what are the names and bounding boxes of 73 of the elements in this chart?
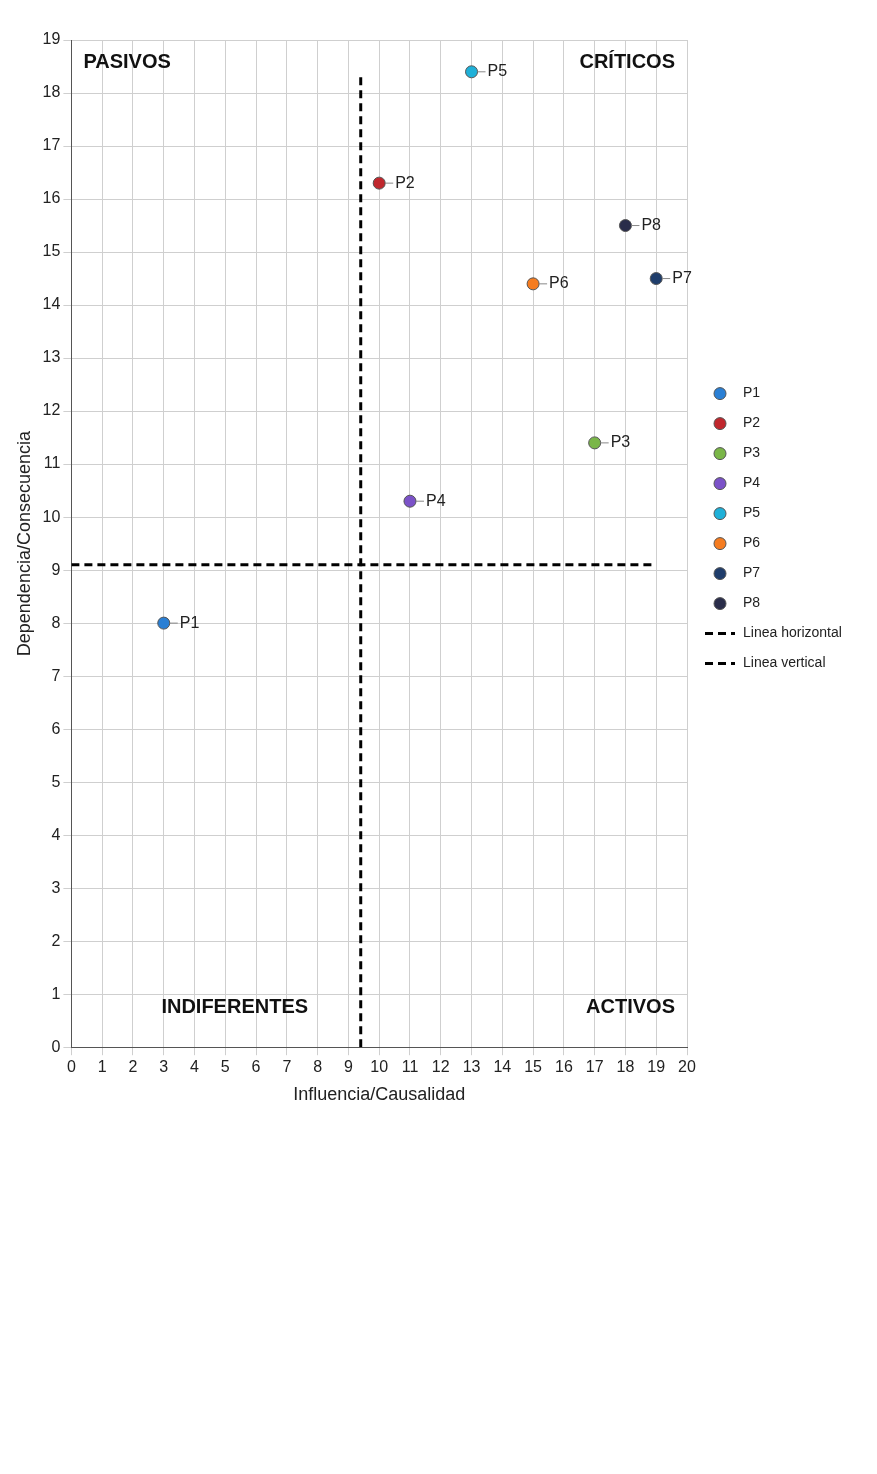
text: P6 — [549, 274, 569, 292]
x-tick-label: 7 — [282, 1058, 292, 1076]
x-tick-label: 15 — [524, 1058, 543, 1076]
y-tick-label: 2 — [51, 931, 61, 949]
x-tick-label: 19 — [647, 1058, 666, 1076]
x-tick-label: 1 — [97, 1058, 107, 1076]
y-tick-label: 17 — [42, 136, 61, 154]
annotation: PASIVOS — [83, 49, 171, 72]
y-tick-label: 0 — [51, 1037, 61, 1055]
x-tick-label: 12 — [431, 1058, 450, 1076]
point — [157, 616, 171, 630]
x-tick-label: 4 — [190, 1058, 200, 1076]
x-tick-label: 13 — [462, 1058, 481, 1076]
legend-label: Linea vertical — [743, 654, 826, 671]
y-tick-label: 9 — [51, 560, 61, 578]
x-tick-label: 2 — [128, 1058, 138, 1076]
y-axis-title: Dependencia/Consecuencia — [13, 430, 34, 657]
y-tick-label: 4 — [51, 825, 61, 843]
y-tick-label: 15 — [42, 242, 61, 260]
y-tick-label: 3 — [51, 878, 61, 896]
text: P3 — [610, 433, 631, 451]
y-tick-label: 8 — [51, 613, 61, 631]
legend-label: P4 — [743, 474, 761, 491]
y-tick-label: 1 — [51, 984, 61, 1002]
text: P1 — [179, 613, 200, 631]
legend-label: P5 — [743, 504, 761, 521]
point — [618, 219, 632, 233]
y-tick-label: 5 — [51, 772, 61, 790]
y-tick-label: 11 — [43, 454, 61, 472]
point — [649, 272, 663, 286]
y-tick-label: 16 — [42, 189, 61, 207]
text: P4 — [425, 491, 446, 509]
point — [372, 176, 386, 190]
x-tick-label: 16 — [554, 1058, 573, 1076]
y-tick-label: 10 — [42, 507, 61, 525]
annotation: INDIFERENTES — [161, 994, 309, 1017]
x-tick-label: 17 — [585, 1058, 604, 1076]
point — [403, 494, 417, 508]
legend-label: P7 — [743, 564, 761, 581]
x-tick-label: 11 — [401, 1058, 419, 1076]
text: P8 — [641, 215, 662, 233]
y-tick-label: 12 — [42, 401, 61, 419]
x-tick-label: 6 — [251, 1058, 261, 1076]
x-tick-label: 3 — [159, 1058, 169, 1076]
text: P2 — [395, 173, 415, 191]
y-tick-label: 6 — [51, 719, 61, 737]
x-tick-label: 0 — [66, 1058, 76, 1076]
text: P7 — [672, 268, 692, 286]
x-tick-label: 8 — [313, 1058, 323, 1076]
legend-label: P1 — [743, 384, 761, 401]
legend-label: P8 — [743, 594, 761, 611]
y-tick-label: 19 — [42, 30, 61, 48]
y-tick-label: 7 — [51, 666, 61, 684]
legend-label: P3 — [743, 444, 761, 461]
legend-label: P2 — [743, 414, 761, 431]
x-tick-label: 14 — [493, 1058, 512, 1076]
text: P5 — [487, 62, 508, 80]
y-tick-label: 14 — [42, 295, 61, 313]
x-tick-label: 10 — [370, 1058, 389, 1076]
point — [465, 65, 479, 79]
x-axis-title: Influencia/Causalidad — [293, 1084, 466, 1105]
legend-label: P6 — [743, 534, 761, 551]
x-tick-label: 20 — [678, 1058, 696, 1076]
x-tick-label: 9 — [343, 1058, 353, 1076]
annotation: ACTIVOS — [586, 994, 675, 1017]
annotation: CRÍTICOS — [579, 49, 675, 72]
x-tick-label: 5 — [220, 1058, 230, 1076]
y-tick-label: 13 — [42, 348, 61, 366]
point — [588, 436, 602, 450]
x-tick-label: 18 — [616, 1058, 635, 1076]
y-tick-label: 18 — [42, 83, 61, 101]
point — [526, 277, 540, 291]
legend-label: Linea horizontal — [743, 624, 842, 641]
